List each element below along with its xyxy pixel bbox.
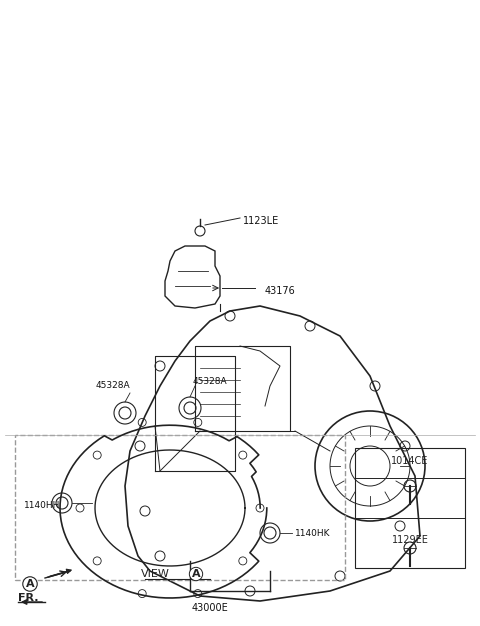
- Text: A: A: [26, 579, 34, 589]
- Text: 45328A: 45328A: [96, 381, 130, 389]
- Bar: [355, 448, 465, 568]
- Text: 43000E: 43000E: [192, 603, 228, 613]
- Text: 1140HH: 1140HH: [24, 501, 60, 510]
- Text: 45328A: 45328A: [192, 377, 228, 386]
- Text: VIEW: VIEW: [141, 569, 170, 579]
- Text: 1140HK: 1140HK: [295, 528, 331, 538]
- Text: 1123LE: 1123LE: [243, 216, 279, 226]
- Text: A: A: [192, 569, 200, 579]
- Text: FR.: FR.: [18, 593, 38, 603]
- Text: 1129EE: 1129EE: [392, 535, 429, 545]
- Text: 43176: 43176: [265, 286, 296, 296]
- Text: 1014CE: 1014CE: [391, 456, 429, 466]
